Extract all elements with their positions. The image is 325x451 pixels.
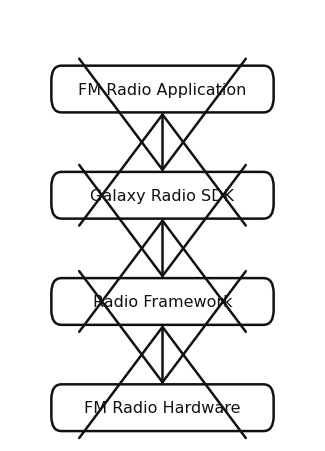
FancyBboxPatch shape [51,66,274,113]
Text: Galaxy Radio SDK: Galaxy Radio SDK [90,189,235,203]
FancyBboxPatch shape [51,278,274,325]
Text: FM Radio Hardware: FM Radio Hardware [84,400,241,415]
FancyBboxPatch shape [51,384,274,431]
FancyBboxPatch shape [51,173,274,219]
Text: FM Radio Application: FM Radio Application [78,83,247,97]
Text: Radio Framework: Radio Framework [93,295,232,309]
